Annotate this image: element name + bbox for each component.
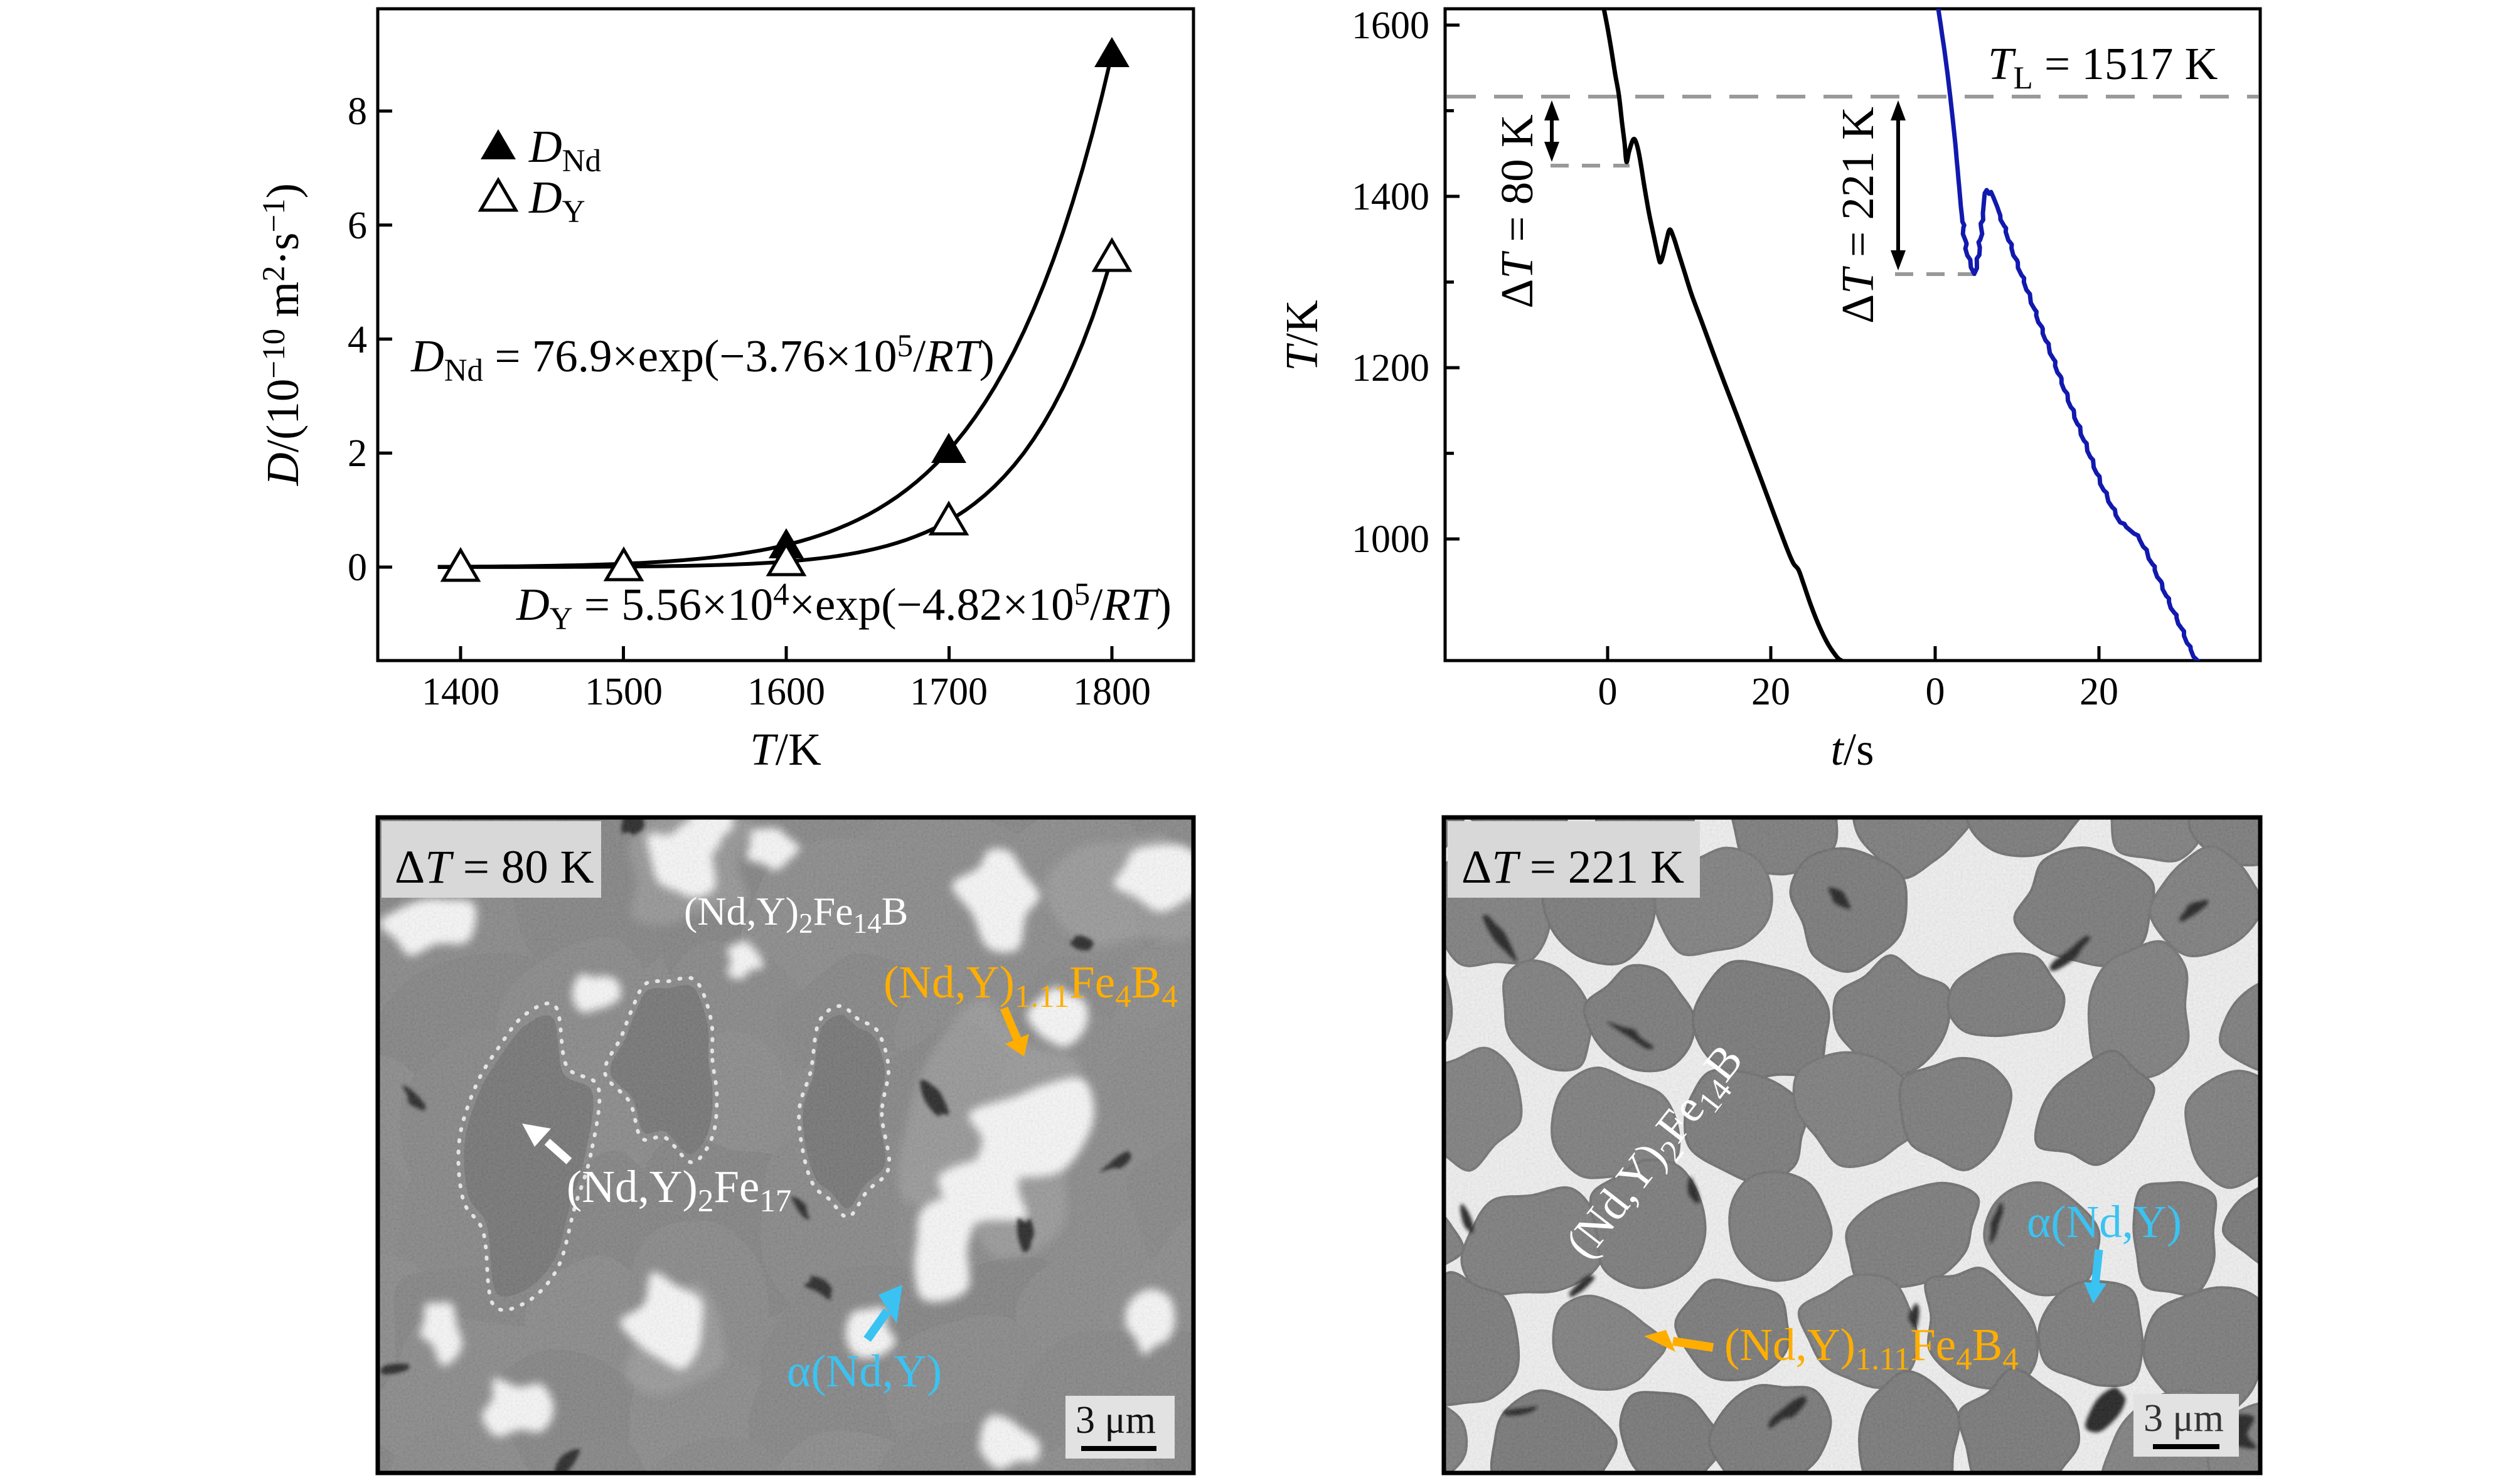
- svg-text:α(Nd,Y): α(Nd,Y): [2027, 1196, 2182, 1247]
- svg-text:DY: DY: [528, 172, 585, 230]
- svg-text:t/s: t/s: [1831, 724, 1874, 775]
- svg-text:1400: 1400: [1352, 176, 1429, 218]
- svg-text:DY = 5.56×104×exp(−4.82×105/RT: DY = 5.56×104×exp(−4.82×105/RT): [516, 577, 1172, 637]
- svg-text:DNd = 76.9×exp(−3.76×105/RT): DNd = 76.9×exp(−3.76×105/RT): [410, 329, 995, 388]
- svg-text:1400: 1400: [422, 671, 499, 713]
- svg-text:ΔT = 221 K: ΔT = 221 K: [1832, 107, 1883, 324]
- svg-text:ΔT = 80 K: ΔT = 80 K: [395, 841, 594, 893]
- svg-text:0: 0: [1926, 671, 1945, 713]
- svg-text:TL = 1517 K: TL = 1517 K: [1988, 38, 2218, 96]
- svg-text:8: 8: [348, 90, 367, 133]
- svg-text:6: 6: [348, 205, 367, 247]
- svg-text:1600: 1600: [1352, 4, 1429, 47]
- svg-text:ΔT = 221 K: ΔT = 221 K: [1461, 841, 1684, 893]
- svg-text:0: 0: [348, 546, 367, 589]
- svg-text:T/K: T/K: [750, 724, 821, 775]
- svg-text:4: 4: [348, 319, 367, 361]
- svg-text:1700: 1700: [910, 671, 988, 713]
- svg-text:D/(10−10 m2·s−1): D/(10−10 m2·s−1): [257, 183, 308, 486]
- svg-text:20: 20: [2080, 671, 2118, 713]
- svg-text:0: 0: [1598, 671, 1618, 713]
- svg-text:(Nd,Y)2Fe17: (Nd,Y)2Fe17: [567, 1161, 791, 1219]
- svg-text:1500: 1500: [585, 671, 663, 713]
- svg-text:1800: 1800: [1073, 671, 1151, 713]
- svg-text:1000: 1000: [1352, 518, 1429, 561]
- svg-text:DNd: DNd: [528, 121, 601, 179]
- svg-text:3 μm: 3 μm: [2144, 1397, 2224, 1440]
- svg-text:2: 2: [348, 432, 367, 475]
- svg-text:20: 20: [1751, 671, 1790, 713]
- svg-text:1600: 1600: [747, 671, 825, 713]
- svg-text:3 μm: 3 μm: [1076, 1399, 1156, 1442]
- svg-text:α(Nd,Y): α(Nd,Y): [787, 1346, 942, 1396]
- svg-text:ΔT = 80 K: ΔT = 80 K: [1492, 114, 1542, 308]
- svg-text:1200: 1200: [1352, 347, 1429, 390]
- svg-text:T/K: T/K: [1276, 300, 1327, 371]
